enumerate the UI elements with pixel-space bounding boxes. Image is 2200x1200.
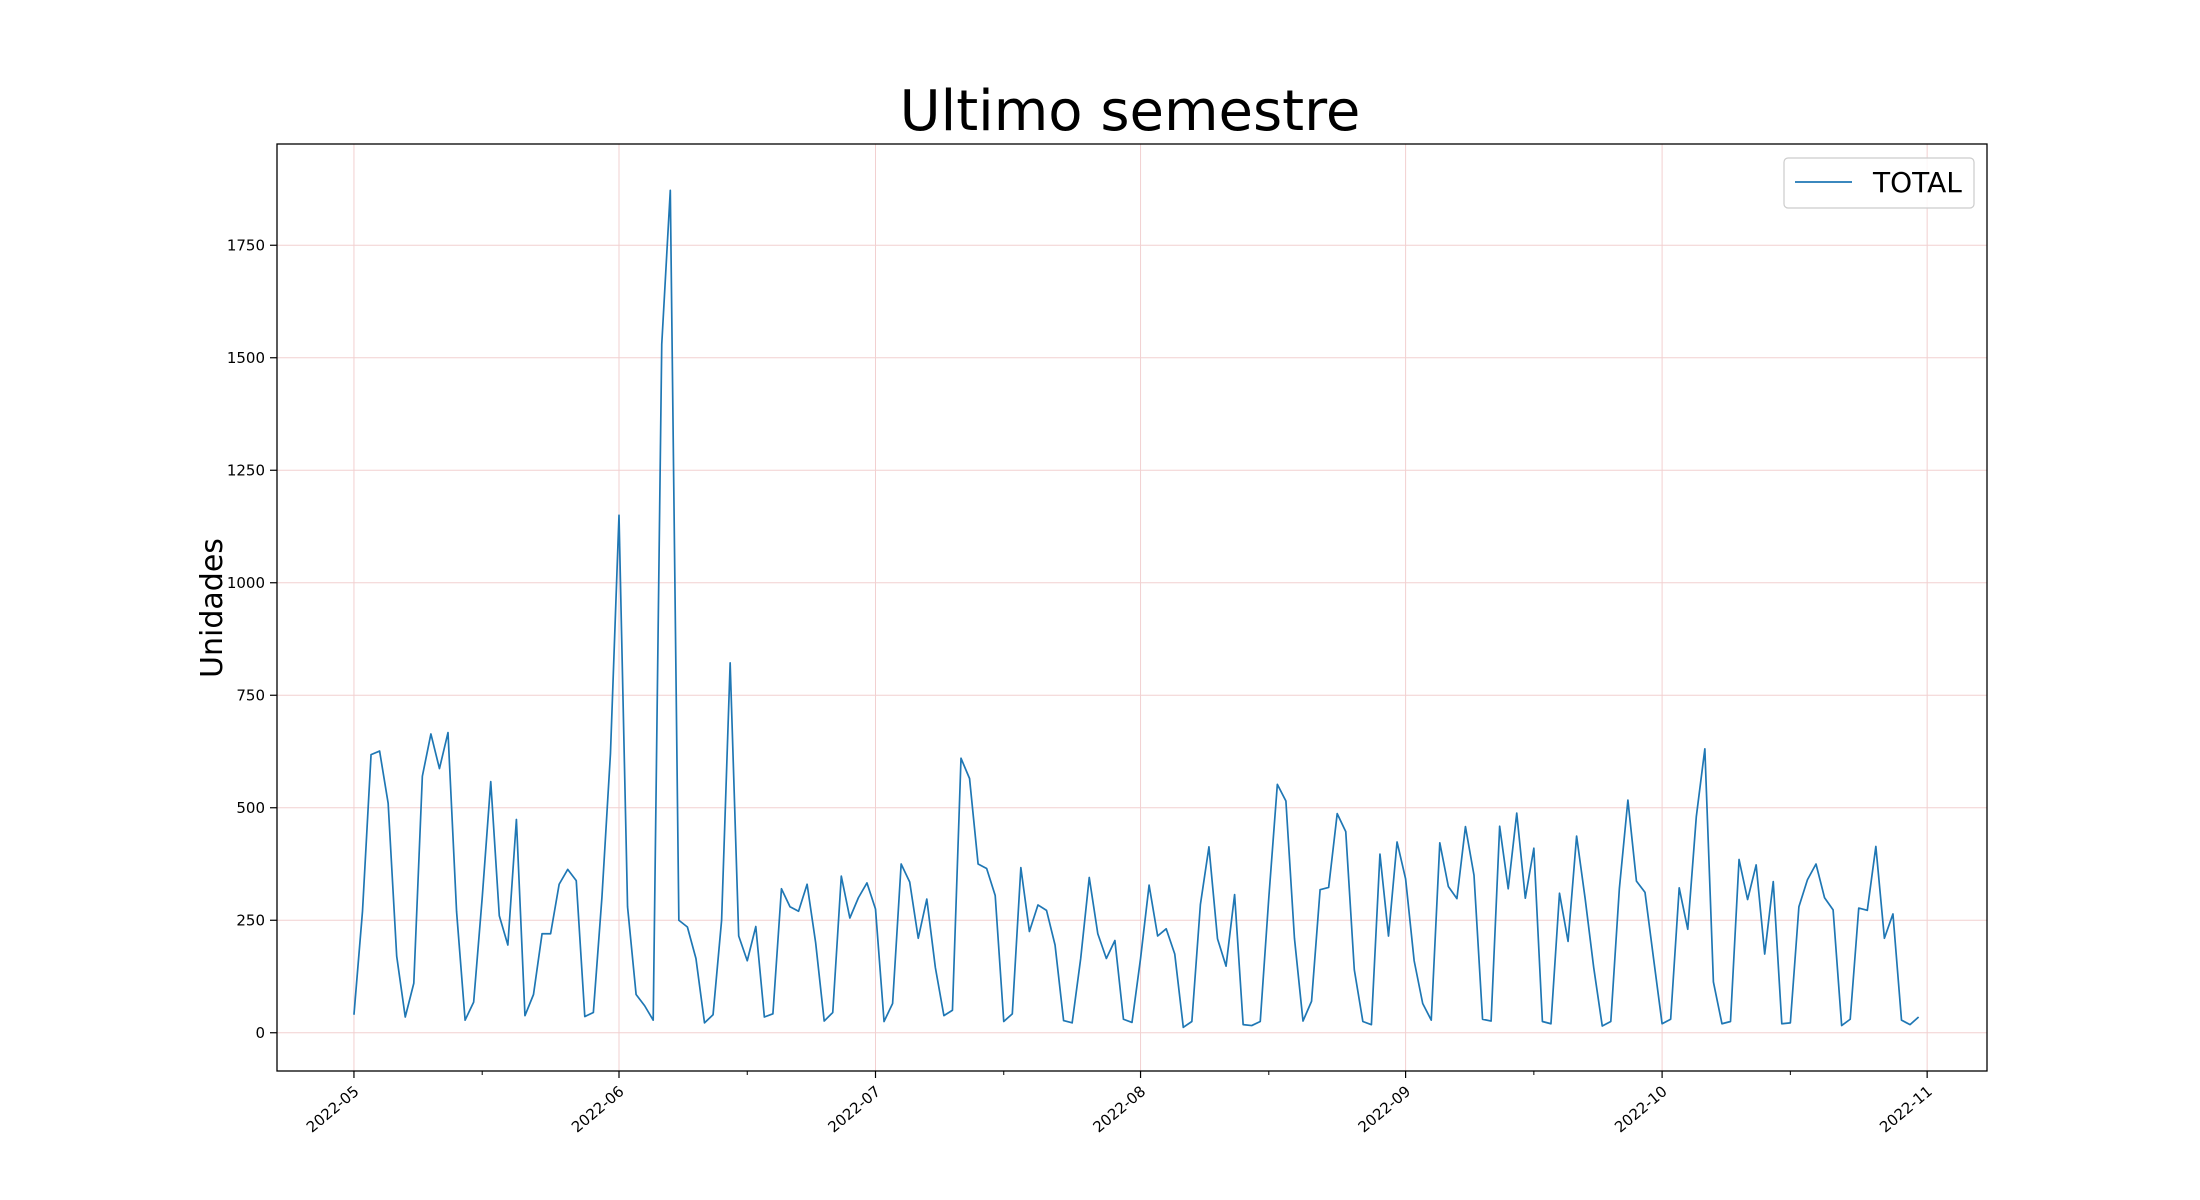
y-axis-label: Unidades <box>195 538 230 678</box>
x-tick-label: 2022-10 <box>1611 1082 1671 1136</box>
y-tick-label: 250 <box>236 911 265 929</box>
x-tick-label: 2022-07 <box>824 1082 884 1136</box>
x-tick-label: 2022-09 <box>1355 1082 1415 1136</box>
legend-label-total: TOTAL <box>1872 166 1962 199</box>
legend: TOTAL <box>1783 157 1975 209</box>
y-tick-label: 1000 <box>227 574 265 592</box>
x-tick-label: 2022-05 <box>303 1082 363 1136</box>
x-tick-label: 2022-08 <box>1090 1082 1150 1136</box>
grid-lines <box>277 144 1987 1071</box>
x-axis: 2022-05 2022-06 2022-07 2022-08 2022-09 2022-… <box>303 1071 1936 1136</box>
x-tick-label: 2022-11 <box>1876 1082 1936 1136</box>
y-tick-label: 750 <box>236 686 265 704</box>
y-axis: 0 250 500 750 1000 1250 1500 1750 <box>227 236 277 1042</box>
y-tick-label: 0 <box>255 1024 265 1042</box>
x-tick-label: 2022-06 <box>568 1082 628 1136</box>
legend-box <box>1783 157 1975 209</box>
plot-frame <box>276 143 1988 1072</box>
chart-title: Ultimo semestre <box>900 79 1361 144</box>
y-tick-label: 500 <box>236 799 265 817</box>
y-tick-label: 1250 <box>227 461 265 479</box>
y-tick-label: 1750 <box>227 236 265 254</box>
series-line-total <box>353 189 1920 1029</box>
series-layer <box>353 189 1920 1029</box>
y-tick-label: 1500 <box>227 349 265 367</box>
